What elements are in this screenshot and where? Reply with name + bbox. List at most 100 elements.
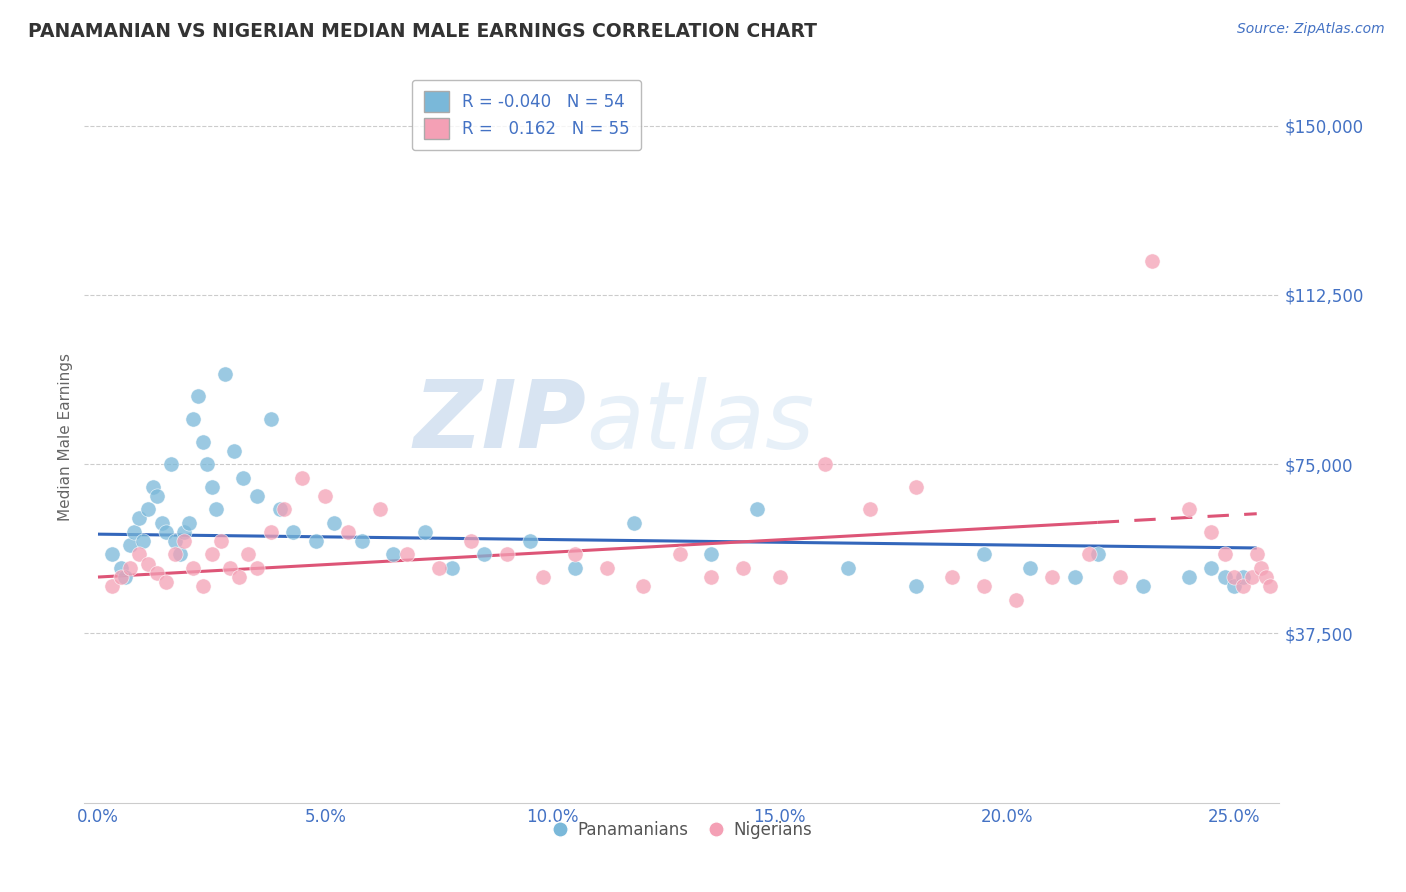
Point bbox=[187, 389, 209, 403]
Point bbox=[165, 533, 187, 548]
Point bbox=[1232, 579, 1254, 593]
Point bbox=[273, 502, 295, 516]
Text: Source: ZipAtlas.com: Source: ZipAtlas.com bbox=[1237, 22, 1385, 37]
Point bbox=[768, 570, 790, 584]
Point bbox=[1177, 570, 1199, 584]
Point bbox=[155, 524, 177, 539]
Point bbox=[395, 548, 418, 562]
Point bbox=[173, 524, 195, 539]
Point bbox=[118, 538, 141, 552]
Point bbox=[700, 548, 723, 562]
Text: ZIP: ZIP bbox=[413, 376, 586, 468]
Point bbox=[195, 457, 218, 471]
Point bbox=[1018, 561, 1040, 575]
Point bbox=[146, 489, 169, 503]
Point bbox=[1077, 548, 1099, 562]
Point bbox=[596, 561, 619, 575]
Point bbox=[941, 570, 963, 584]
Point bbox=[200, 548, 222, 562]
Point bbox=[209, 533, 232, 548]
Point bbox=[169, 548, 191, 562]
Point bbox=[1213, 570, 1236, 584]
Point bbox=[633, 579, 655, 593]
Point bbox=[733, 561, 755, 575]
Point bbox=[246, 489, 269, 503]
Point bbox=[100, 548, 122, 562]
Point bbox=[382, 548, 405, 562]
Point bbox=[283, 524, 305, 539]
Point bbox=[1232, 570, 1254, 584]
Point bbox=[745, 502, 768, 516]
Point bbox=[472, 548, 495, 562]
Point bbox=[205, 502, 228, 516]
Text: PANAMANIAN VS NIGERIAN MEDIAN MALE EARNINGS CORRELATION CHART: PANAMANIAN VS NIGERIAN MEDIAN MALE EARNI… bbox=[28, 22, 817, 41]
Point bbox=[146, 566, 169, 580]
Legend: Panamanians, Nigerians: Panamanians, Nigerians bbox=[546, 814, 818, 846]
Point bbox=[859, 502, 882, 516]
Point bbox=[291, 471, 314, 485]
Point bbox=[460, 533, 482, 548]
Point bbox=[350, 533, 373, 548]
Point bbox=[323, 516, 346, 530]
Point bbox=[183, 412, 205, 426]
Point bbox=[1241, 570, 1264, 584]
Point bbox=[191, 434, 214, 449]
Point bbox=[236, 548, 259, 562]
Point bbox=[228, 570, 250, 584]
Point bbox=[904, 480, 927, 494]
Point bbox=[1223, 579, 1246, 593]
Point bbox=[110, 570, 132, 584]
Point bbox=[1005, 592, 1028, 607]
Point bbox=[1213, 548, 1236, 562]
Point bbox=[305, 533, 328, 548]
Point bbox=[700, 570, 723, 584]
Point bbox=[1260, 579, 1282, 593]
Point bbox=[173, 533, 195, 548]
Point bbox=[314, 489, 336, 503]
Point bbox=[1040, 570, 1063, 584]
Point bbox=[1132, 579, 1154, 593]
Point bbox=[183, 561, 205, 575]
Point bbox=[214, 367, 236, 381]
Point bbox=[904, 579, 927, 593]
Point bbox=[441, 561, 464, 575]
Point bbox=[128, 511, 150, 525]
Point bbox=[496, 548, 519, 562]
Point bbox=[531, 570, 554, 584]
Point bbox=[159, 457, 181, 471]
Point bbox=[413, 524, 436, 539]
Point bbox=[224, 443, 246, 458]
Point bbox=[200, 480, 222, 494]
Point bbox=[336, 524, 359, 539]
Point bbox=[1064, 570, 1087, 584]
Point bbox=[1177, 502, 1199, 516]
Point bbox=[141, 480, 163, 494]
Point bbox=[564, 548, 586, 562]
Point bbox=[668, 548, 690, 562]
Point bbox=[165, 548, 187, 562]
Point bbox=[814, 457, 837, 471]
Point bbox=[232, 471, 254, 485]
Point bbox=[1087, 548, 1109, 562]
Point bbox=[1246, 548, 1268, 562]
Point bbox=[218, 561, 240, 575]
Point bbox=[260, 524, 283, 539]
Point bbox=[110, 561, 132, 575]
Point bbox=[1109, 570, 1132, 584]
Point bbox=[973, 548, 995, 562]
Y-axis label: Median Male Earnings: Median Male Earnings bbox=[58, 353, 73, 521]
Point bbox=[368, 502, 391, 516]
Point bbox=[132, 533, 155, 548]
Point bbox=[427, 561, 450, 575]
Point bbox=[124, 524, 146, 539]
Point bbox=[973, 579, 995, 593]
Point bbox=[1201, 561, 1223, 575]
Point bbox=[246, 561, 269, 575]
Point bbox=[1142, 254, 1164, 268]
Point bbox=[519, 533, 541, 548]
Point bbox=[191, 579, 214, 593]
Point bbox=[1250, 561, 1272, 575]
Point bbox=[1201, 524, 1223, 539]
Point bbox=[177, 516, 200, 530]
Text: atlas: atlas bbox=[586, 377, 814, 468]
